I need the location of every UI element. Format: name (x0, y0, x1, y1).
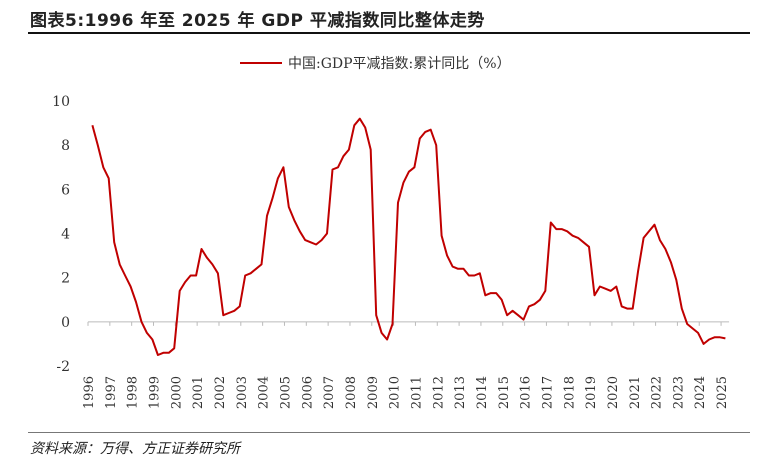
y-tick-label: -2 (56, 359, 70, 375)
x-tick-label: 2012 (431, 376, 446, 409)
y-tick-label: 10 (52, 94, 70, 110)
x-tick-label: 2016 (519, 376, 534, 409)
x-tick-label: 2017 (540, 376, 555, 409)
x-tick-label: 2003 (235, 376, 250, 409)
series-line (91, 117, 726, 356)
source-rule (28, 432, 750, 433)
x-tick-label: 1996 (82, 376, 97, 409)
x-tick-label: 2014 (475, 376, 490, 409)
x-tick-label: 2021 (628, 376, 643, 409)
legend-label: 中国:GDP平减指数:累计同比（%） (288, 56, 511, 72)
x-tick-label: 2010 (388, 376, 403, 409)
x-tick-label: 2019 (584, 376, 599, 409)
x-tick-label: 1997 (104, 376, 119, 409)
legend: 中国:GDP平减指数:累计同比（%） (240, 56, 511, 72)
x-axis: 1996 1997 1998 1999 2000 2001 2002 2003 2004 2005… (82, 321, 730, 409)
x-tick-label: 2002 (213, 376, 228, 409)
x-tick-label: 2008 (344, 376, 359, 409)
series (91, 117, 726, 356)
title-rule (28, 32, 750, 34)
x-tick-label: 2009 (366, 376, 381, 409)
x-tick-label: 2013 (453, 376, 468, 409)
y-tick-label: 4 (61, 227, 70, 243)
x-tick-label: 2011 (409, 376, 424, 409)
x-tick-label: 2023 (671, 376, 686, 409)
x-tick-label: 2001 (191, 376, 206, 409)
x-tick-label: 2015 (497, 376, 512, 409)
x-tick-label: 2004 (257, 376, 272, 409)
x-tick-label: 1999 (147, 376, 162, 409)
y-tick-label: 8 (61, 138, 70, 154)
x-tick-label: 2000 (169, 376, 184, 409)
y-tick-label: 0 (61, 315, 70, 331)
x-tick-label: 2005 (278, 376, 293, 409)
source-note: 资料来源：万得、方正证券研究所 (30, 441, 240, 457)
figure-title: 图表5:1996 年至 2025 年 GDP 平减指数同比整体走势 (30, 11, 485, 31)
x-tick-label: 2020 (606, 376, 621, 409)
x-tick-label: 2024 (693, 376, 708, 409)
x-tick-label: 1998 (126, 376, 141, 409)
x-tick-label: 2025 (715, 376, 730, 409)
x-tick-label: 2018 (562, 376, 577, 409)
x-tick-label: 2022 (650, 376, 665, 409)
x-tick-label: 2007 (322, 376, 337, 409)
y-tick-label: 6 (61, 182, 70, 198)
y-tick-label: 2 (61, 271, 70, 287)
x-tick-label: 2006 (300, 376, 315, 409)
y-axis: -2 0 2 4 6 8 10 (52, 94, 70, 375)
